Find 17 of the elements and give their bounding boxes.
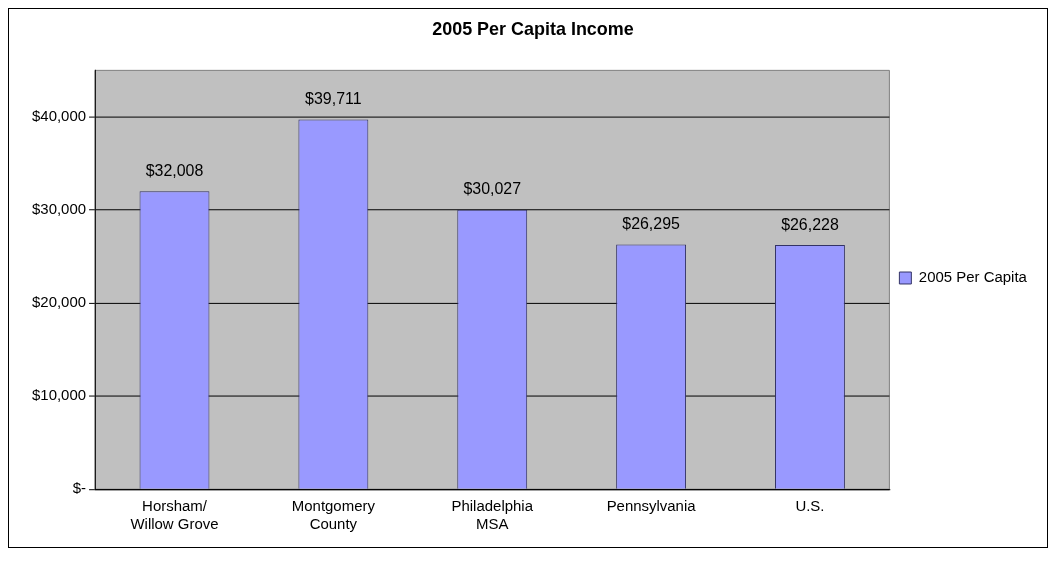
data-label: $32,008 xyxy=(145,161,204,179)
data-label: $30,027 xyxy=(463,180,522,198)
x-tick-label: Pennsylvania xyxy=(606,497,697,515)
y-tick-label: $40,000 xyxy=(32,107,87,125)
y-tick-label: $20,000 xyxy=(32,293,87,311)
data-label: $26,228 xyxy=(781,215,839,233)
chart-title: 2005 Per Capita Income xyxy=(432,18,634,39)
x-tick-label: U.S. xyxy=(795,497,825,515)
data-label: $26,295 xyxy=(622,214,681,232)
x-tick-label: Philadelphia MSA xyxy=(451,497,534,533)
data-label: $39,711 xyxy=(305,90,362,108)
y-tick-label: $- xyxy=(72,479,87,497)
legend-label: 2005 Per Capita xyxy=(918,268,1028,286)
y-tick-label: $30,000 xyxy=(32,200,87,218)
y-tick-label: $10,000 xyxy=(32,386,87,404)
x-tick-label: Horsham/Willow Grove xyxy=(130,497,219,533)
x-tick-label: Montgomery County xyxy=(291,497,376,533)
